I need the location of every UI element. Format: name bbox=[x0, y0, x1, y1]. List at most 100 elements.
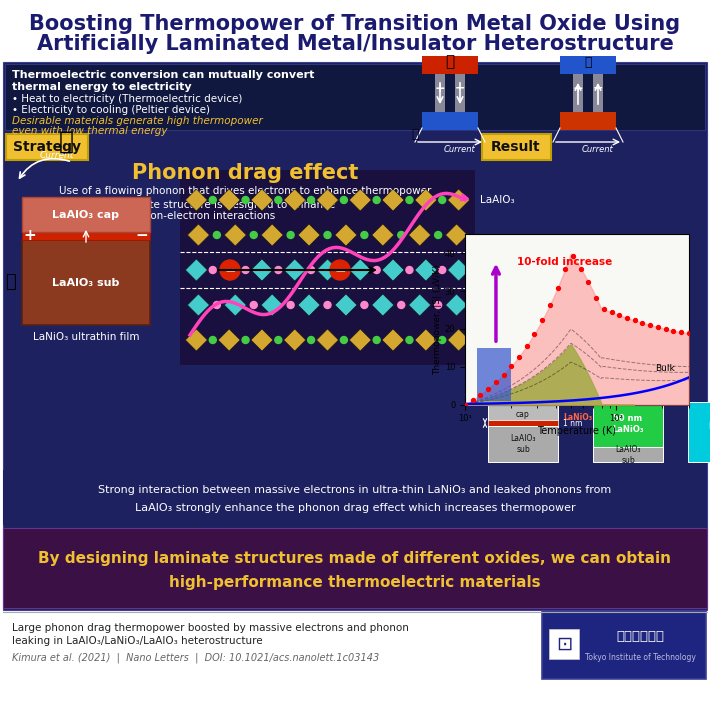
Polygon shape bbox=[382, 259, 404, 281]
Polygon shape bbox=[251, 189, 273, 211]
Polygon shape bbox=[187, 294, 209, 316]
Polygon shape bbox=[261, 224, 283, 246]
Text: LaAlO₃ cap: LaAlO₃ cap bbox=[53, 209, 119, 219]
Polygon shape bbox=[447, 329, 469, 351]
FancyBboxPatch shape bbox=[593, 74, 603, 112]
Text: Current: Current bbox=[444, 146, 476, 155]
FancyBboxPatch shape bbox=[477, 348, 510, 401]
Text: Large phonon drag thermopower boosted by massive electrons and phonon: Large phonon drag thermopower boosted by… bbox=[12, 623, 409, 633]
Circle shape bbox=[307, 197, 315, 204]
Text: phonon-electron interactions: phonon-electron interactions bbox=[124, 211, 275, 221]
Text: electron: electron bbox=[480, 289, 532, 299]
Polygon shape bbox=[447, 259, 469, 281]
Circle shape bbox=[330, 260, 350, 280]
Text: Desirable materials generate high thermopower: Desirable materials generate high thermo… bbox=[12, 116, 263, 126]
Text: 東京工業大学: 東京工業大学 bbox=[616, 630, 664, 643]
Circle shape bbox=[324, 302, 331, 309]
Circle shape bbox=[209, 197, 217, 204]
Text: Boosting Thermopower of Transition Metal Oxide Using: Boosting Thermopower of Transition Metal… bbox=[29, 14, 681, 34]
Polygon shape bbox=[409, 294, 431, 316]
Polygon shape bbox=[251, 259, 273, 281]
Text: LaAlO₃: LaAlO₃ bbox=[480, 195, 515, 205]
FancyBboxPatch shape bbox=[593, 447, 663, 462]
FancyBboxPatch shape bbox=[422, 112, 478, 130]
Polygon shape bbox=[284, 329, 306, 351]
Text: LaAlO₃ strongly enhance the phonon drag effect which increases thermopower: LaAlO₃ strongly enhance the phonon drag … bbox=[135, 503, 575, 513]
Circle shape bbox=[439, 197, 446, 204]
FancyBboxPatch shape bbox=[593, 402, 663, 447]
Text: thermal energy to electricity: thermal energy to electricity bbox=[12, 82, 192, 92]
Text: Result: Result bbox=[491, 140, 541, 154]
Polygon shape bbox=[382, 189, 404, 211]
Text: Current: Current bbox=[40, 151, 74, 160]
FancyBboxPatch shape bbox=[180, 170, 475, 365]
Polygon shape bbox=[224, 294, 246, 316]
FancyBboxPatch shape bbox=[482, 134, 551, 160]
Polygon shape bbox=[298, 224, 320, 246]
Circle shape bbox=[439, 337, 446, 344]
Text: 🔥: 🔥 bbox=[445, 55, 454, 70]
Text: Thermoelectric conversion can mutually convert: Thermoelectric conversion can mutually c… bbox=[12, 70, 315, 80]
Circle shape bbox=[340, 337, 347, 344]
Text: LaNiO₃ ultrathin film: LaNiO₃ ultrathin film bbox=[33, 332, 139, 342]
Text: • Heat to electricity (Thermoelectric device): • Heat to electricity (Thermoelectric de… bbox=[12, 94, 242, 104]
Text: −: − bbox=[593, 82, 604, 94]
Text: LaNiO₃: LaNiO₃ bbox=[563, 413, 592, 422]
Polygon shape bbox=[409, 224, 431, 246]
Text: 💡: 💡 bbox=[411, 128, 419, 141]
FancyBboxPatch shape bbox=[3, 528, 707, 608]
Text: −: − bbox=[334, 263, 346, 277]
Circle shape bbox=[373, 337, 380, 344]
Circle shape bbox=[275, 197, 282, 204]
Polygon shape bbox=[382, 329, 404, 351]
Text: Current: Current bbox=[582, 146, 614, 155]
Circle shape bbox=[242, 266, 249, 273]
Circle shape bbox=[406, 197, 413, 204]
Text: Tokyo Institute of Technology: Tokyo Institute of Technology bbox=[584, 652, 695, 662]
Text: LaNiO₃: LaNiO₃ bbox=[480, 265, 515, 275]
Circle shape bbox=[275, 337, 282, 344]
Circle shape bbox=[435, 302, 442, 309]
FancyBboxPatch shape bbox=[488, 426, 558, 462]
Polygon shape bbox=[317, 189, 339, 211]
Polygon shape bbox=[415, 189, 437, 211]
Polygon shape bbox=[335, 294, 357, 316]
Circle shape bbox=[324, 231, 331, 239]
Text: Bulk: Bulk bbox=[655, 364, 675, 373]
Text: • Electricity to cooling (Peltier device): • Electricity to cooling (Peltier device… bbox=[12, 105, 210, 115]
Polygon shape bbox=[187, 224, 209, 246]
Circle shape bbox=[307, 266, 315, 273]
Circle shape bbox=[340, 266, 347, 273]
Polygon shape bbox=[298, 294, 320, 316]
Polygon shape bbox=[415, 259, 437, 281]
FancyBboxPatch shape bbox=[560, 56, 616, 74]
Polygon shape bbox=[218, 189, 240, 211]
Text: +: + bbox=[23, 229, 36, 244]
FancyBboxPatch shape bbox=[5, 64, 705, 130]
Text: By designing laminate structures made of different oxides, we can obtain: By designing laminate structures made of… bbox=[38, 550, 672, 565]
Text: LaNiO₃
bulk: LaNiO₃ bulk bbox=[709, 422, 710, 442]
Text: Thin film laminate structure is designed to enhance: Thin film laminate structure is designed… bbox=[65, 200, 335, 210]
Polygon shape bbox=[446, 294, 468, 316]
Circle shape bbox=[398, 231, 405, 239]
Circle shape bbox=[435, 231, 442, 239]
FancyBboxPatch shape bbox=[3, 62, 707, 610]
FancyBboxPatch shape bbox=[22, 240, 150, 325]
Polygon shape bbox=[185, 259, 207, 281]
Polygon shape bbox=[218, 329, 240, 351]
Circle shape bbox=[398, 302, 405, 309]
Polygon shape bbox=[349, 329, 371, 351]
FancyBboxPatch shape bbox=[560, 112, 616, 130]
Circle shape bbox=[361, 231, 368, 239]
Circle shape bbox=[287, 231, 294, 239]
Circle shape bbox=[250, 231, 257, 239]
Text: 💡: 💡 bbox=[58, 130, 74, 154]
Polygon shape bbox=[218, 259, 240, 281]
Circle shape bbox=[242, 197, 249, 204]
Text: 50 nm
LaNiO₃: 50 nm LaNiO₃ bbox=[612, 415, 644, 434]
FancyBboxPatch shape bbox=[573, 74, 583, 112]
Text: 1 nm: 1 nm bbox=[563, 420, 582, 429]
Text: Phonon: Phonon bbox=[480, 238, 527, 248]
FancyBboxPatch shape bbox=[435, 74, 445, 112]
Circle shape bbox=[275, 266, 282, 273]
